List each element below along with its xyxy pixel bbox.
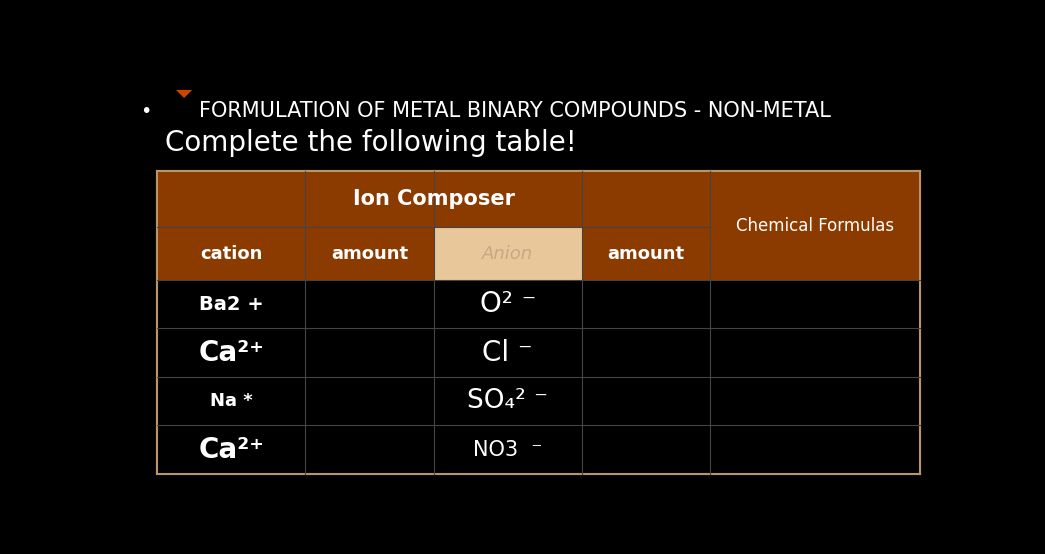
- Bar: [434, 227, 582, 280]
- Bar: [158, 171, 711, 227]
- Text: Anion: Anion: [482, 244, 533, 263]
- Bar: [158, 227, 305, 280]
- Text: Cl ⁻: Cl ⁻: [483, 338, 533, 367]
- Bar: [158, 171, 921, 474]
- Text: amount: amount: [331, 244, 409, 263]
- Polygon shape: [176, 90, 192, 98]
- Text: FORMULATION OF METAL BINARY COMPOUNDS - NON-METAL: FORMULATION OF METAL BINARY COMPOUNDS - …: [200, 101, 832, 121]
- Text: O² ⁻: O² ⁻: [480, 290, 536, 318]
- Text: Ca²⁺: Ca²⁺: [199, 338, 264, 367]
- Text: Complete the following table!: Complete the following table!: [165, 129, 577, 157]
- Text: •: •: [140, 102, 152, 121]
- Text: amount: amount: [607, 244, 684, 263]
- Text: Chemical Formulas: Chemical Formulas: [737, 217, 895, 234]
- Bar: [582, 227, 711, 280]
- Bar: [711, 171, 921, 280]
- Text: Ion Composer: Ion Composer: [353, 189, 515, 209]
- Bar: [158, 280, 921, 474]
- Text: Ba2 +: Ba2 +: [199, 295, 263, 314]
- Text: Na *: Na *: [210, 392, 253, 410]
- Text: SO₄² ⁻: SO₄² ⁻: [467, 388, 549, 414]
- Bar: [305, 227, 434, 280]
- Text: Ca²⁺: Ca²⁺: [199, 435, 264, 464]
- Text: NO3  ⁻: NO3 ⁻: [473, 440, 542, 460]
- Text: cation: cation: [200, 244, 262, 263]
